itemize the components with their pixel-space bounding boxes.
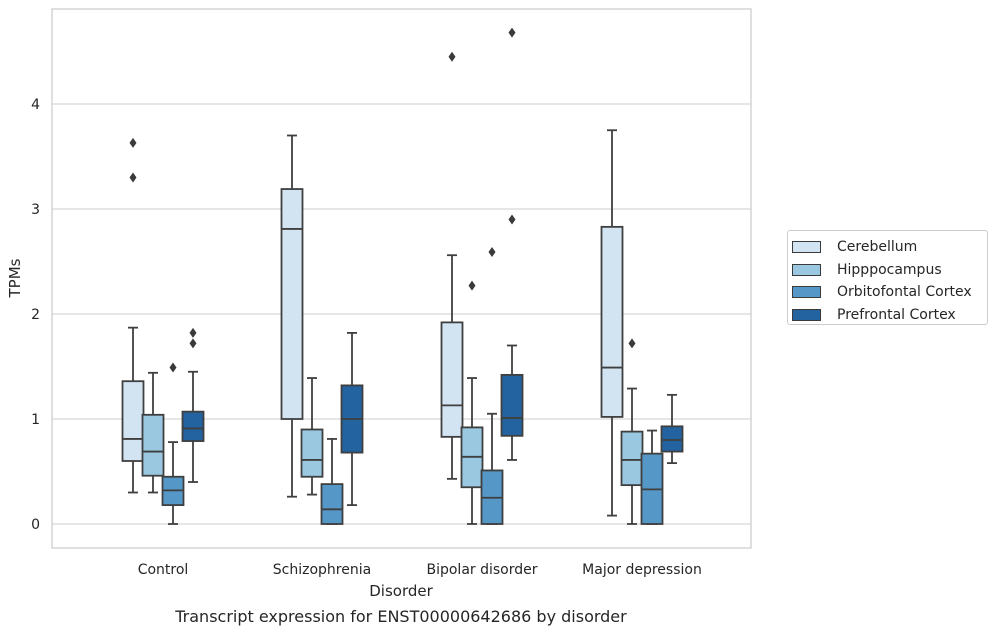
legend-label: Hipppocampus (837, 261, 942, 278)
box-2-2 (480, 247, 504, 525)
legend-label: Cerebellum (837, 239, 918, 256)
x-axis-label: Disorder (369, 582, 433, 600)
outlier-point (628, 338, 636, 349)
x-tick-label: Control (138, 562, 189, 578)
box-iqr (600, 225, 624, 418)
box-iqr (500, 373, 524, 437)
box-1-1 (300, 377, 324, 496)
outlier-point (189, 327, 197, 338)
y-axis-label: TPMs (6, 258, 24, 298)
outlier-point (508, 27, 516, 38)
outlier-point (129, 137, 137, 148)
y-tick-label: 1 (31, 412, 40, 428)
legend: Cerebellum Hipppocampus Orbitofontal Corte… (787, 230, 988, 325)
legend-swatch (792, 286, 821, 299)
outlier-point (448, 51, 456, 62)
box-iqr (660, 425, 684, 453)
box-iqr (440, 321, 464, 438)
outlier-point (508, 214, 516, 225)
outlier-point (488, 247, 496, 258)
box-0-3 (600, 129, 624, 517)
chart-caption: Transcript expression for ENST0000064268… (174, 607, 627, 626)
plot-area-frame (51, 8, 752, 549)
legend-label: Orbitofontal Cortex (837, 284, 972, 301)
y-tick-label: 0 (31, 517, 40, 533)
box-iqr (121, 380, 145, 462)
x-tick-label: Bipolar disorder (426, 562, 537, 578)
box-iqr (620, 430, 644, 487)
box-0-1 (280, 134, 304, 498)
outlier-point (468, 280, 476, 291)
legend-swatch (792, 263, 821, 276)
box-1-3 (620, 338, 644, 525)
legend-item: Hipppocampus (792, 259, 987, 282)
outlier-point (169, 362, 177, 373)
box-iqr (280, 188, 304, 420)
box-3-3 (660, 393, 684, 465)
box-iqr (141, 413, 165, 477)
box-iqr (181, 410, 205, 442)
box-iqr (320, 483, 344, 525)
legend-swatch (792, 241, 821, 254)
legend-item: Prefrontal Cortex (792, 304, 987, 327)
box-2-1 (320, 438, 344, 525)
boxes (121, 27, 684, 525)
y-tick-labels: 0 1 2 3 4 (31, 97, 40, 533)
outlier-point (129, 172, 137, 183)
x-tick-labels: Control Schizophrenia Bipolar disorder Majo… (138, 562, 702, 578)
outlier-point (189, 338, 197, 349)
legend-item: Orbitofontal Cortex (792, 281, 987, 304)
legend-swatch (792, 308, 821, 321)
y-tick-label: 4 (31, 97, 40, 113)
box-iqr (300, 428, 324, 478)
box-3-1 (340, 331, 364, 507)
y-tick-label: 3 (31, 202, 40, 218)
box-0-0 (121, 137, 145, 494)
legend-label: Prefrontal Cortex (837, 306, 956, 323)
box-2-0 (161, 362, 185, 525)
box-0-2 (440, 51, 464, 480)
x-tick-label: Major depression (582, 562, 702, 578)
box-2-3 (640, 429, 664, 525)
x-tick-label: Schizophrenia (273, 562, 371, 578)
box-3-2 (500, 27, 524, 461)
box-1-0 (141, 371, 165, 494)
legend-item: Cerebellum (792, 236, 987, 259)
box-1-2 (460, 280, 484, 525)
box-3-0 (181, 327, 205, 483)
y-tick-label: 2 (31, 307, 40, 323)
